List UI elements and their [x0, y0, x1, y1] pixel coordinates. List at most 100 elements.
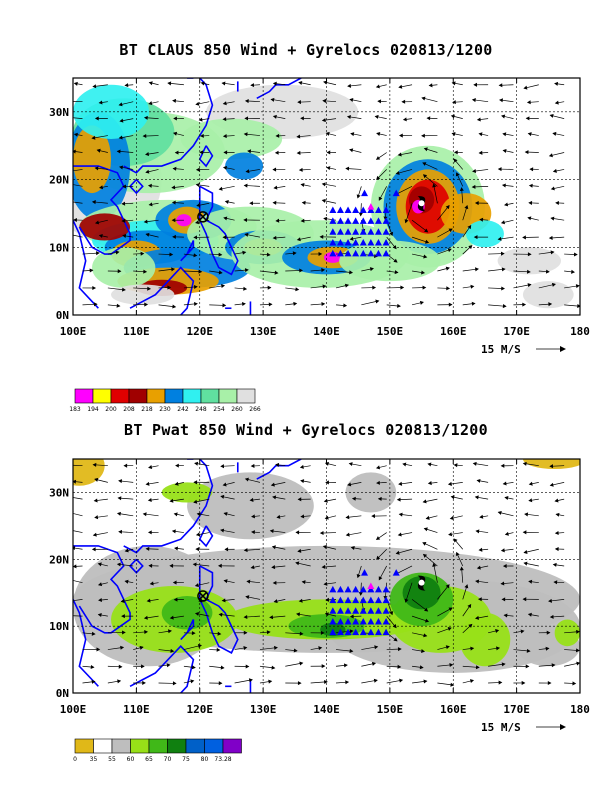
wind-arrowhead [447, 627, 452, 631]
wind-arrowhead [143, 219, 148, 224]
wind-arrowhead [173, 116, 177, 121]
wind-arrowhead [397, 303, 401, 308]
wind-arrowhead [69, 100, 72, 103]
wind-arrowhead [122, 630, 126, 635]
gyre-marker [352, 228, 360, 235]
colorbar-label: 266 [249, 406, 261, 413]
wind-arrowhead [453, 538, 458, 543]
wind-arrowhead [244, 232, 249, 237]
wind-arrowhead [500, 581, 505, 586]
wind-arrowhead [96, 148, 101, 153]
wind-arrowhead [375, 84, 380, 89]
wind-arrowhead [124, 83, 129, 88]
wind-arrowhead [451, 131, 456, 136]
gyre-marker [352, 617, 360, 625]
tropical-depression-symbol [197, 590, 209, 602]
wind-arrowhead [393, 637, 398, 642]
wind-arrowhead [555, 512, 560, 517]
wind-arrowhead [449, 662, 454, 667]
wind-arrowhead [398, 84, 403, 89]
wind-arrowhead [69, 183, 72, 186]
colorbar-label: 75 [182, 756, 190, 763]
wind-arrowhead [350, 132, 355, 137]
gyre-marker [359, 239, 367, 246]
wind-arrowhead [321, 664, 326, 669]
gyre-marker [367, 239, 375, 246]
wind-arrowhead [422, 174, 428, 179]
wind-arrowhead [270, 482, 275, 487]
wind-arrowhead [473, 82, 478, 87]
wind-arrowhead [193, 253, 198, 258]
coastline [73, 459, 302, 693]
wind-arrowhead [576, 629, 580, 634]
wind-arrow [437, 584, 450, 600]
wind-arrow [73, 599, 83, 602]
wind-arrowhead [524, 512, 529, 517]
wind-arrowhead [455, 172, 460, 177]
wind-arrowhead [243, 630, 248, 635]
wind-arrowhead [549, 464, 554, 469]
wind-arrowhead [223, 579, 228, 584]
wind-arrowhead [474, 495, 479, 500]
wind-arrowhead [174, 481, 179, 486]
wind-arrowhead [116, 511, 121, 516]
wind-arrowhead [123, 463, 128, 468]
wind-arrowhead [497, 167, 502, 172]
panel1-title: BT CLAUS 850 Wind + Gyrelocs 020813/1200 [119, 41, 493, 59]
shaded-field [69, 78, 580, 315]
wind-arrowhead [193, 480, 198, 485]
gyre-marker [367, 217, 375, 224]
wind-arrowhead [371, 661, 376, 666]
gyre-marker [359, 228, 367, 235]
lon-tick-label: 120E [187, 703, 214, 716]
wind-arrowhead [548, 235, 553, 240]
wind-arrowhead [272, 200, 277, 205]
wind-arrowhead [550, 250, 555, 255]
wind-arrowhead [453, 150, 458, 155]
wind-arrowhead [523, 85, 528, 90]
wind-arrowhead [575, 648, 580, 653]
wind-arrowhead [401, 99, 406, 104]
wind-arrowhead [222, 117, 227, 122]
wind-arrowhead [323, 498, 328, 503]
wind-arrowhead [373, 678, 378, 683]
wind-arrowhead [422, 285, 427, 290]
wind-arrowhead [122, 233, 127, 238]
wind-arrowhead [522, 461, 527, 466]
wind-arrowhead [522, 302, 527, 307]
colorbar-swatch [218, 388, 238, 404]
wind-arrowhead [301, 580, 306, 585]
wind-arrowhead [119, 118, 124, 123]
wind-arrowhead [94, 166, 99, 171]
wind-arrowhead [195, 547, 200, 552]
wind-arrowhead [243, 183, 248, 188]
wind-arrowhead [453, 463, 458, 468]
wind-arrowhead [222, 235, 227, 240]
wind-arrowhead [453, 158, 458, 163]
cloud-region [339, 240, 441, 282]
gyre-marker [352, 607, 360, 614]
wind-arrowhead [97, 613, 102, 618]
wind-arrowhead [495, 629, 500, 633]
wind-arrowhead [422, 499, 427, 504]
gyre-marker [344, 617, 352, 625]
wind-arrowhead [94, 515, 99, 520]
wind-arrowhead [394, 270, 399, 275]
coastline-segment [256, 459, 302, 480]
wind-arrowhead [94, 116, 99, 121]
wind-arrowhead [266, 252, 271, 257]
colorbar-swatch [185, 738, 205, 754]
wind-arrowhead [222, 303, 227, 308]
wind-arrowhead [475, 579, 480, 584]
wind-arrowhead [372, 285, 377, 290]
wind-arrowhead [479, 217, 484, 222]
wind-arrowhead [191, 631, 196, 636]
wind-arrowhead [268, 302, 273, 307]
wind-arrow [73, 580, 83, 584]
colorbar-label: 242 [177, 406, 189, 413]
wind-arrowhead [198, 117, 203, 122]
gyre-marker [359, 617, 367, 625]
wind-arrowhead [347, 83, 352, 88]
wind-arrowhead [522, 530, 527, 535]
wind-arrow [411, 599, 428, 612]
